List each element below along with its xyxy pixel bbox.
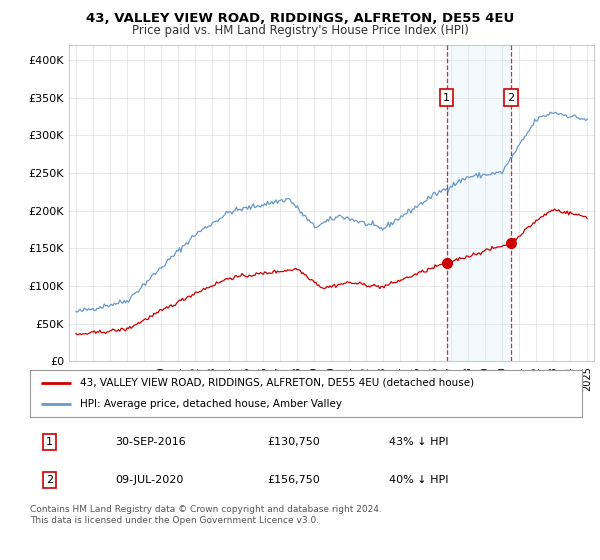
Text: 43, VALLEY VIEW ROAD, RIDDINGS, ALFRETON, DE55 4EU (detached house): 43, VALLEY VIEW ROAD, RIDDINGS, ALFRETON… — [80, 378, 474, 388]
Text: 30-SEP-2016: 30-SEP-2016 — [116, 437, 187, 447]
Text: Contains HM Land Registry data © Crown copyright and database right 2024.
This d: Contains HM Land Registry data © Crown c… — [30, 505, 382, 525]
Text: £130,750: £130,750 — [268, 437, 320, 447]
Text: 43, VALLEY VIEW ROAD, RIDDINGS, ALFRETON, DE55 4EU: 43, VALLEY VIEW ROAD, RIDDINGS, ALFRETON… — [86, 12, 514, 25]
Text: 09-JUL-2020: 09-JUL-2020 — [116, 475, 184, 485]
Text: 1: 1 — [46, 437, 53, 447]
Text: 1: 1 — [443, 92, 450, 102]
Text: Price paid vs. HM Land Registry's House Price Index (HPI): Price paid vs. HM Land Registry's House … — [131, 24, 469, 36]
Bar — [446, 45, 511, 361]
Text: £156,750: £156,750 — [268, 475, 320, 485]
Text: HPI: Average price, detached house, Amber Valley: HPI: Average price, detached house, Ambe… — [80, 399, 341, 409]
Text: 2: 2 — [46, 475, 53, 485]
Text: 43% ↓ HPI: 43% ↓ HPI — [389, 437, 448, 447]
Text: 40% ↓ HPI: 40% ↓ HPI — [389, 475, 448, 485]
Text: 2: 2 — [507, 92, 514, 102]
